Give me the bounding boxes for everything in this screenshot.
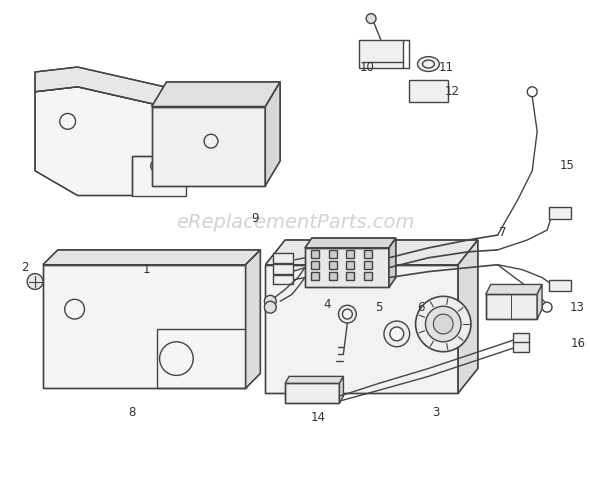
Bar — [311, 272, 319, 280]
Circle shape — [527, 87, 537, 97]
Polygon shape — [339, 376, 343, 403]
Bar — [364, 272, 372, 280]
Text: 13: 13 — [569, 301, 584, 314]
Circle shape — [390, 327, 404, 341]
Bar — [513, 342, 529, 352]
Bar — [549, 207, 571, 219]
Bar — [409, 80, 448, 102]
Polygon shape — [458, 240, 478, 393]
Polygon shape — [305, 238, 396, 248]
Bar — [273, 264, 293, 274]
Polygon shape — [266, 240, 478, 265]
Text: 15: 15 — [559, 160, 574, 172]
Circle shape — [264, 301, 276, 313]
Polygon shape — [43, 250, 260, 265]
Polygon shape — [132, 156, 186, 195]
Bar — [329, 250, 336, 258]
Polygon shape — [266, 265, 458, 393]
Polygon shape — [152, 106, 266, 186]
Bar — [329, 261, 336, 269]
Bar — [273, 253, 293, 262]
Bar — [364, 250, 372, 258]
Text: 6: 6 — [417, 301, 424, 314]
Polygon shape — [152, 82, 280, 106]
Bar — [329, 272, 336, 280]
Text: 10: 10 — [360, 60, 375, 73]
Polygon shape — [285, 383, 339, 403]
Polygon shape — [35, 87, 186, 195]
Bar — [346, 261, 355, 269]
Bar — [346, 250, 355, 258]
Text: 16: 16 — [571, 337, 586, 350]
Bar — [273, 274, 293, 285]
Text: 4: 4 — [324, 298, 332, 311]
Bar — [311, 250, 319, 258]
Polygon shape — [285, 376, 343, 383]
Text: 7: 7 — [499, 226, 506, 239]
Bar — [364, 261, 372, 269]
Circle shape — [366, 13, 376, 23]
Polygon shape — [266, 82, 280, 186]
Text: 12: 12 — [445, 85, 460, 98]
Text: eReplacementParts.com: eReplacementParts.com — [176, 214, 414, 232]
Text: 3: 3 — [432, 407, 440, 420]
Polygon shape — [245, 250, 260, 388]
Text: 5: 5 — [375, 301, 383, 314]
Circle shape — [339, 305, 356, 323]
Polygon shape — [389, 238, 396, 287]
Text: 14: 14 — [310, 411, 325, 424]
Bar — [359, 40, 403, 68]
Text: 2: 2 — [21, 261, 29, 274]
Circle shape — [264, 296, 276, 307]
Circle shape — [434, 314, 453, 334]
Text: 11: 11 — [439, 60, 454, 73]
Circle shape — [27, 274, 43, 289]
Circle shape — [415, 297, 471, 352]
Polygon shape — [35, 67, 186, 112]
Polygon shape — [43, 265, 245, 388]
Circle shape — [542, 302, 552, 312]
Ellipse shape — [422, 60, 434, 68]
Text: 1: 1 — [143, 263, 150, 276]
Circle shape — [342, 309, 352, 319]
Bar — [549, 280, 571, 291]
Polygon shape — [305, 248, 389, 287]
Polygon shape — [486, 295, 537, 319]
Circle shape — [425, 306, 461, 342]
Bar — [311, 261, 319, 269]
Bar — [513, 333, 529, 343]
Polygon shape — [537, 285, 542, 319]
Polygon shape — [486, 285, 542, 295]
Bar — [346, 272, 355, 280]
Text: 8: 8 — [128, 407, 136, 420]
Ellipse shape — [418, 57, 440, 71]
Text: 9: 9 — [252, 212, 259, 225]
Circle shape — [384, 321, 409, 347]
